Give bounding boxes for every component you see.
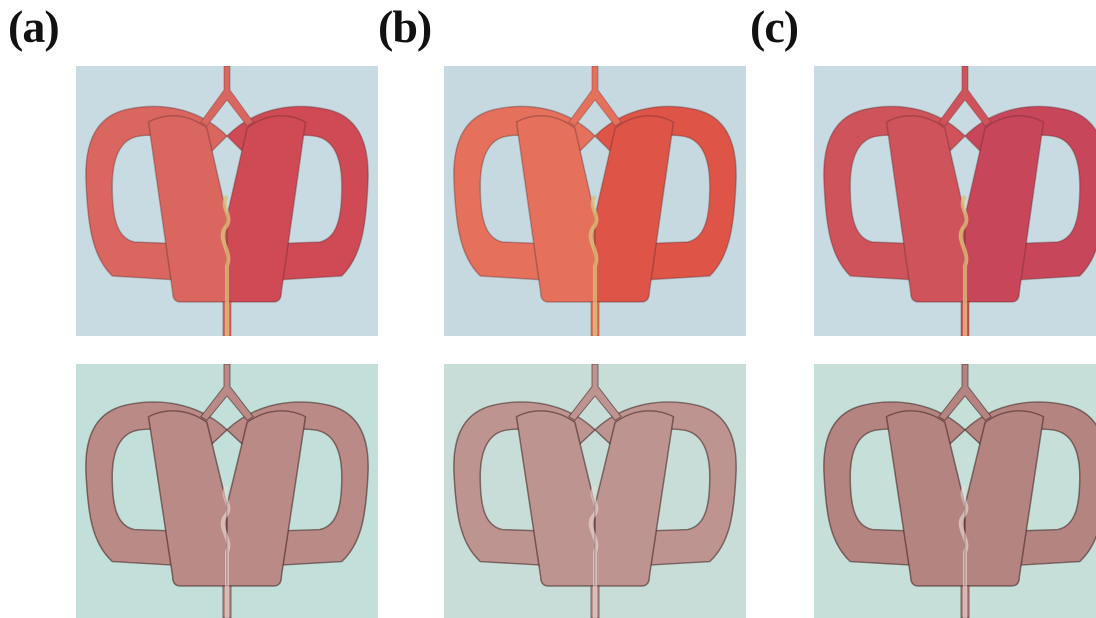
micromixer-chip-image	[814, 66, 1096, 336]
photo-b-top-micromixer	[444, 66, 746, 336]
micromixer-chip-image	[76, 364, 378, 618]
panel-label-a: (a)	[8, 1, 60, 52]
micromixer-chip-image	[444, 364, 746, 618]
photo-c-bottom-micromixer	[814, 364, 1096, 618]
photo-c-top-micromixer	[814, 66, 1096, 336]
photo-b-bottom-micromixer	[444, 364, 746, 618]
micromixer-chip-image	[76, 66, 378, 336]
photo-a-top-micromixer	[76, 66, 378, 336]
micromixer-chip-image	[444, 66, 746, 336]
panel-label-b: (b)	[378, 1, 432, 52]
photo-a-bottom-micromixer	[76, 364, 378, 618]
micromixer-chip-image	[814, 364, 1096, 618]
panel-label-c: (c)	[750, 1, 799, 52]
